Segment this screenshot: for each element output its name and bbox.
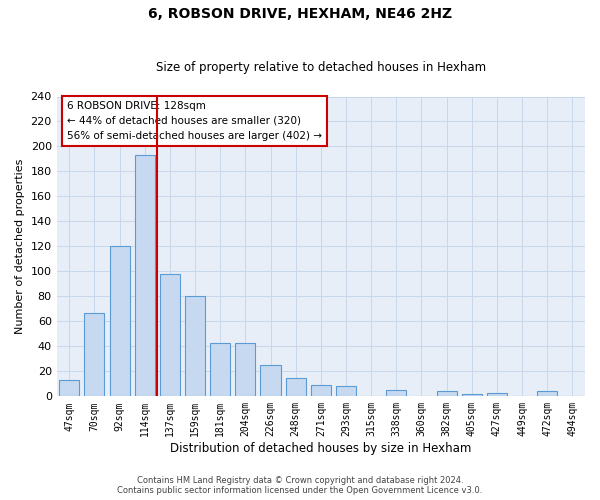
Title: Size of property relative to detached houses in Hexham: Size of property relative to detached ho…: [156, 62, 486, 74]
Bar: [260, 365, 281, 396]
Bar: [286, 378, 306, 396]
Bar: [185, 296, 205, 396]
Text: 6, ROBSON DRIVE, HEXHAM, NE46 2HZ: 6, ROBSON DRIVE, HEXHAM, NE46 2HZ: [148, 8, 452, 22]
Bar: [134, 155, 155, 396]
Bar: [85, 312, 104, 396]
Text: Contains HM Land Registry data © Crown copyright and database right 2024.
Contai: Contains HM Land Registry data © Crown c…: [118, 476, 482, 495]
Bar: [59, 380, 79, 396]
Bar: [386, 390, 406, 396]
Bar: [235, 342, 256, 396]
X-axis label: Distribution of detached houses by size in Hexham: Distribution of detached houses by size …: [170, 442, 472, 455]
Bar: [336, 386, 356, 396]
Bar: [537, 392, 557, 396]
Bar: [311, 385, 331, 396]
Bar: [487, 392, 507, 396]
Bar: [437, 392, 457, 396]
Text: 6 ROBSON DRIVE: 128sqm
← 44% of detached houses are smaller (320)
56% of semi-de: 6 ROBSON DRIVE: 128sqm ← 44% of detached…: [67, 101, 322, 140]
Bar: [210, 342, 230, 396]
Bar: [160, 274, 180, 396]
Y-axis label: Number of detached properties: Number of detached properties: [15, 158, 25, 334]
Bar: [110, 246, 130, 396]
Bar: [462, 394, 482, 396]
